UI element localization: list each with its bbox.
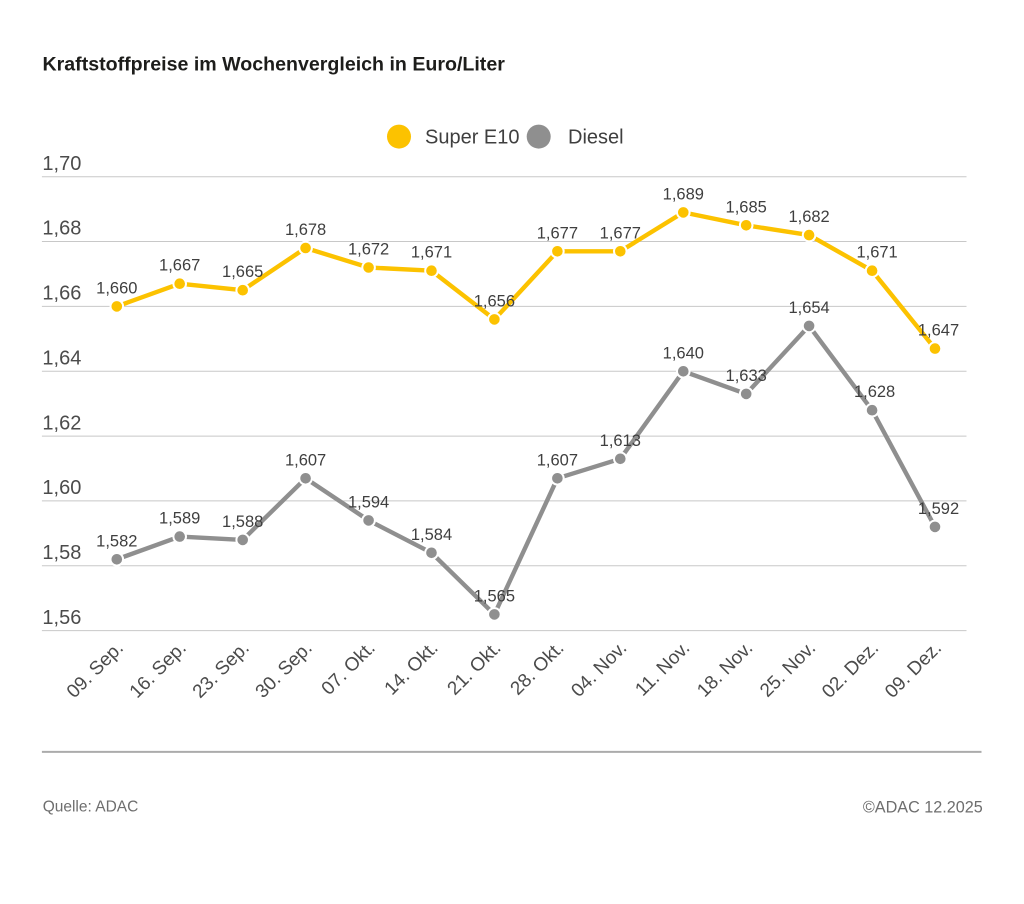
svg-text:1,682: 1,682 bbox=[788, 208, 829, 226]
svg-text:1,58: 1,58 bbox=[42, 542, 81, 564]
svg-text:1,64: 1,64 bbox=[42, 347, 81, 369]
svg-text:1,56: 1,56 bbox=[42, 607, 81, 629]
svg-text:1,677: 1,677 bbox=[600, 224, 641, 242]
svg-text:1,671: 1,671 bbox=[856, 244, 897, 262]
svg-text:1,66: 1,66 bbox=[42, 283, 81, 305]
svg-text:Kraftstoffpreise im Wochenverg: Kraftstoffpreise im Wochenvergleich in E… bbox=[43, 54, 506, 76]
svg-text:1,607: 1,607 bbox=[285, 451, 326, 469]
svg-text:1,654: 1,654 bbox=[788, 299, 829, 317]
svg-text:1,62: 1,62 bbox=[42, 412, 81, 434]
svg-text:1,647: 1,647 bbox=[918, 322, 959, 340]
svg-text:1,660: 1,660 bbox=[96, 279, 137, 297]
svg-text:1,582: 1,582 bbox=[96, 532, 137, 550]
svg-text:1,592: 1,592 bbox=[918, 500, 959, 518]
svg-text:1,678: 1,678 bbox=[285, 221, 326, 239]
svg-text:1,633: 1,633 bbox=[726, 367, 767, 385]
svg-text:1,60: 1,60 bbox=[42, 477, 81, 499]
svg-text:1,607: 1,607 bbox=[537, 451, 578, 469]
svg-text:1,672: 1,672 bbox=[348, 241, 389, 259]
svg-text:1,689: 1,689 bbox=[663, 185, 704, 203]
svg-text:1,565: 1,565 bbox=[474, 587, 515, 605]
svg-text:1,671: 1,671 bbox=[411, 244, 452, 262]
svg-text:1,640: 1,640 bbox=[663, 344, 704, 362]
svg-text:1,656: 1,656 bbox=[474, 292, 515, 310]
svg-text:Diesel: Diesel bbox=[568, 127, 624, 149]
svg-text:Super E10: Super E10 bbox=[425, 127, 520, 149]
svg-text:1,665: 1,665 bbox=[222, 263, 263, 281]
svg-text:1,588: 1,588 bbox=[222, 513, 263, 531]
svg-text:1,68: 1,68 bbox=[42, 218, 81, 240]
svg-text:1,70: 1,70 bbox=[42, 153, 81, 175]
svg-text:Quelle: ADAC: Quelle: ADAC bbox=[43, 799, 139, 816]
svg-text:1,589: 1,589 bbox=[159, 510, 200, 528]
svg-text:1,667: 1,667 bbox=[159, 257, 200, 275]
svg-text:1,584: 1,584 bbox=[411, 526, 452, 544]
svg-text:1,685: 1,685 bbox=[726, 198, 767, 216]
svg-text:1,677: 1,677 bbox=[537, 224, 578, 242]
svg-text:1,628: 1,628 bbox=[854, 383, 895, 401]
svg-text:1,594: 1,594 bbox=[348, 493, 389, 511]
svg-text:1,613: 1,613 bbox=[600, 432, 641, 450]
svg-text:©ADAC 12.2025: ©ADAC 12.2025 bbox=[863, 799, 983, 817]
